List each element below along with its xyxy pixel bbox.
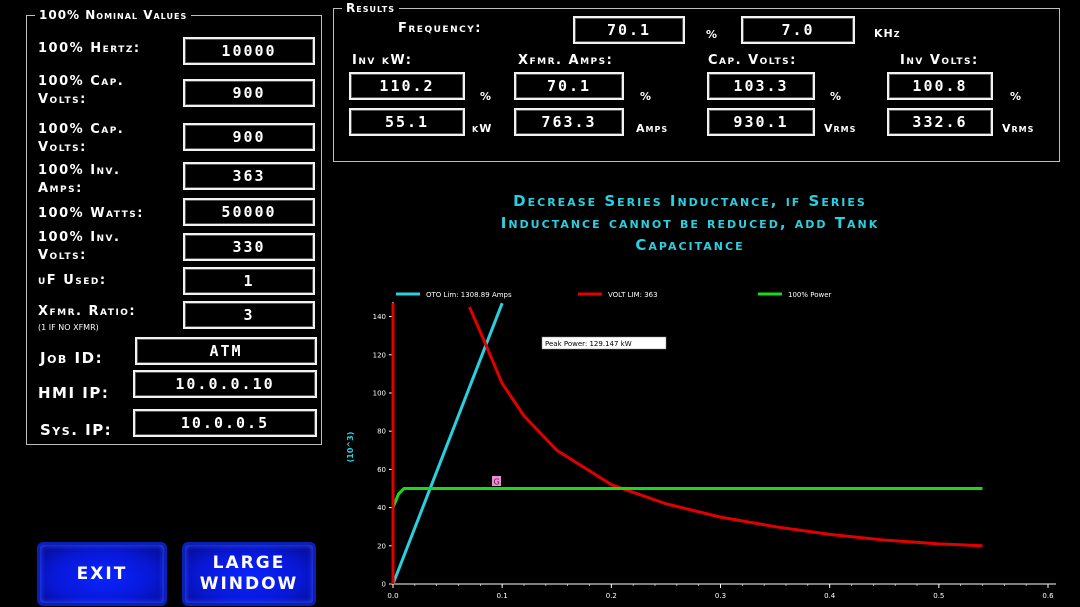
y-tick-label: 60 bbox=[377, 466, 386, 474]
result-value-field-3: 930.1 bbox=[707, 108, 815, 136]
large-window-label-1: LARGE bbox=[212, 553, 286, 573]
y-tick-label: 40 bbox=[377, 504, 386, 512]
frequency-khz-field: 7.0 bbox=[741, 16, 855, 44]
marker-label: G bbox=[494, 478, 500, 487]
power-chart: 0 20 40 60 80 100 120 140 0.0 0.1 0.2 0.3 0.4 0.5 0.6 (… bbox=[346, 291, 1056, 600]
hmi-ip-label: HMI IP: bbox=[38, 384, 110, 402]
y-tick-label: 100 bbox=[373, 389, 386, 397]
nominal-value-field-5[interactable]: 50000 bbox=[183, 198, 315, 226]
peak-power-label: Peak Power: 129.147 kW bbox=[545, 340, 632, 348]
series-line-1 bbox=[391, 302, 504, 585]
advice-message: Decrease Series Inductance, if Series In… bbox=[420, 190, 960, 256]
peak-power-box bbox=[541, 336, 667, 350]
nominal-values-group: 100% Nominal Values bbox=[26, 8, 322, 445]
result-value-unit-4: Vrms bbox=[1002, 122, 1035, 135]
nominal-value-field-2[interactable]: 900 bbox=[183, 79, 315, 107]
sys-ip-field[interactable]: 10.0.0.5 bbox=[133, 409, 317, 437]
frequency-percent-unit: % bbox=[706, 28, 719, 41]
result-percent-unit-4: % bbox=[1010, 90, 1023, 103]
marker-box bbox=[492, 476, 501, 486]
nominal-value-field-3[interactable]: 900 bbox=[183, 123, 315, 151]
x-tick-label: 0.3 bbox=[715, 592, 726, 600]
advice-line-1: Decrease Series Inductance, if Series bbox=[513, 192, 867, 210]
nominal-label-2-line2: Volts: bbox=[38, 92, 87, 107]
ratio-note: (1 IF NO XFMR) bbox=[38, 323, 99, 332]
frequency-khz-unit: KHz bbox=[874, 27, 901, 40]
result-percent-field-4: 100.8 bbox=[887, 72, 993, 100]
exit-button-label: EXIT bbox=[76, 564, 128, 584]
advice-line-3: Capacitance bbox=[635, 236, 745, 254]
x-tick-label: 0.5 bbox=[933, 592, 944, 600]
nominal-value-field-1[interactable]: 10000 bbox=[183, 37, 315, 65]
nominal-value-field-6[interactable]: 330 bbox=[183, 233, 315, 261]
result-percent-field-2: 70.1 bbox=[514, 72, 624, 100]
result-percent-field-1: 110.2 bbox=[349, 72, 465, 100]
x-tick-label: 0.4 bbox=[824, 592, 836, 600]
results-title: Results bbox=[342, 1, 399, 15]
x-tick-label: 0.6 bbox=[1042, 592, 1054, 600]
advice-line-2: Inductance cannot be reduced, add Tank bbox=[500, 214, 880, 232]
sys-ip-label: Sys. IP: bbox=[40, 421, 113, 439]
y-tick-label: 120 bbox=[373, 351, 386, 359]
result-percent-field-3: 103.3 bbox=[707, 72, 815, 100]
nominal-label-6: 100% Inv. bbox=[38, 230, 121, 245]
x-tick-label: 0.0 bbox=[387, 592, 398, 600]
result-label-4: Inv Volts: bbox=[900, 53, 979, 68]
nominal-label-1: 100% Hertz: bbox=[38, 41, 141, 56]
result-value-field-2: 763.3 bbox=[514, 108, 624, 136]
nominal-value-field-7[interactable]: 1 bbox=[183, 267, 315, 295]
legend-label-2: VOLT LIM: 363 bbox=[608, 291, 658, 299]
nominal-label-3-line2: Volts: bbox=[38, 140, 87, 155]
nominal-label-2: 100% Cap. bbox=[38, 74, 125, 89]
y-tick-label: 80 bbox=[377, 428, 386, 436]
job-id-field[interactable]: ATM bbox=[135, 337, 317, 365]
nominal-label-3: 100% Cap. bbox=[38, 122, 125, 137]
large-window-label-2: WINDOW bbox=[199, 574, 299, 594]
x-tick-label: 0.1 bbox=[497, 592, 508, 600]
result-label-2: Xfmr. Amps: bbox=[518, 53, 614, 68]
large-window-button[interactable]: LARGE WINDOW bbox=[182, 542, 316, 606]
result-value-unit-3: Vrms bbox=[824, 122, 857, 135]
nominal-label-7: uF Used: bbox=[38, 273, 107, 288]
y-tick-label: 0 bbox=[382, 581, 386, 589]
y-axis-label: (10^3) bbox=[346, 432, 355, 463]
frequency-percent-field: 70.1 bbox=[573, 16, 685, 44]
y-tick-label: 140 bbox=[373, 313, 386, 321]
nominal-label-5: 100% Watts: bbox=[38, 206, 144, 221]
legend-label-1: OTO Lim: 1308.89 Amps bbox=[426, 291, 512, 299]
results-group: Results bbox=[333, 1, 1060, 162]
result-percent-unit-3: % bbox=[830, 90, 843, 103]
nominal-value-field-4[interactable]: 363 bbox=[183, 162, 315, 190]
result-value-unit-1: kW bbox=[472, 122, 493, 135]
frequency-label: Frequency: bbox=[398, 21, 482, 36]
nominal-value-field-8[interactable]: 3 bbox=[183, 301, 315, 329]
nominal-label-6-line2: Volts: bbox=[38, 248, 87, 263]
result-percent-unit-2: % bbox=[640, 90, 653, 103]
x-tick-label: 0.2 bbox=[606, 592, 617, 600]
hmi-ip-field[interactable]: 10.0.0.10 bbox=[133, 370, 317, 398]
nominal-label-4-line2: Amps: bbox=[38, 181, 83, 196]
result-label-1: Inv kW: bbox=[352, 53, 413, 68]
result-value-field-4: 332.6 bbox=[887, 108, 993, 136]
job-id-label: Job ID: bbox=[40, 349, 104, 367]
nominal-label-8: Xfmr. Ratio: bbox=[38, 304, 137, 319]
result-percent-unit-1: % bbox=[480, 90, 493, 103]
result-value-field-1: 55.1 bbox=[349, 108, 465, 136]
nominal-values-title: 100% Nominal Values bbox=[35, 8, 192, 22]
series-line-3 bbox=[391, 486, 983, 509]
series-line-2 bbox=[468, 306, 983, 548]
result-value-unit-2: Amps bbox=[636, 122, 669, 135]
result-label-3: Cap. Volts: bbox=[708, 53, 797, 68]
nominal-label-4: 100% Inv. bbox=[38, 163, 121, 178]
legend-label-3: 100% Power bbox=[788, 291, 832, 299]
exit-button[interactable]: EXIT bbox=[37, 542, 167, 606]
y-tick-label: 20 bbox=[377, 542, 386, 550]
